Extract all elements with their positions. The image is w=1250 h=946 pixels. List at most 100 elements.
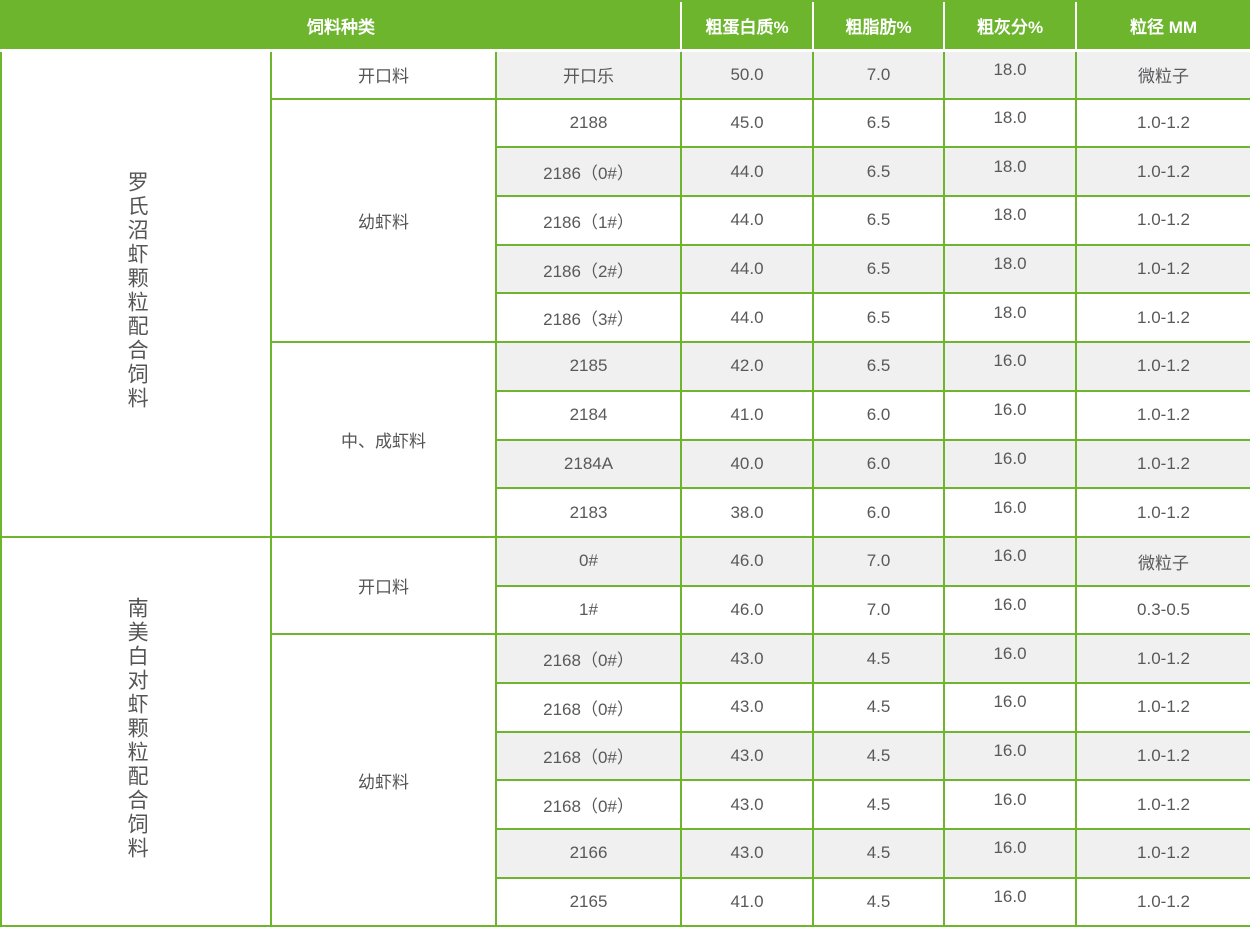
product-cell: 2188 [494,97,683,149]
protein-cell: 41.0 [680,876,815,928]
size-cell: 1.0-1.2 [1075,681,1250,733]
fat-cell: 6.0 [812,389,946,441]
protein-cell: 50.0 [680,49,815,100]
table-row: 南美白对虾颗粒配合饲料 开口料 0# 46.0 7.0 16.0 微粒子 [0,535,1250,928]
protein-cell: 40.0 [680,438,815,490]
protein-cell: 44.0 [680,292,815,344]
column-header-feed-type: 饲料种类 [1,0,682,52]
fat-cell: 4.5 [812,828,946,879]
ash-cell: 16.0 [943,341,1078,392]
size-cell: 1.0-1.2 [1075,730,1250,782]
size-cell: 1.0-1.2 [1075,779,1250,830]
fat-cell: 7.0 [812,584,946,636]
protein-cell: 46.0 [680,535,815,587]
fat-cell: 4.5 [812,681,946,733]
table-row: 2186（2#） 44.0 6.5 18.0 1.0-1.2 [1,243,1250,295]
ash-cell: 18.0 [943,243,1078,295]
size-cell: 1.0-1.2 [1075,341,1250,392]
protein-cell: 44.0 [680,243,815,295]
table-row: 2168（0#） 43.0 4.5 16.0 1.0-1.2 [1,779,1250,830]
table-row: 2186（0#） 44.0 6.5 18.0 1.0-1.2 [1,146,1250,198]
fat-cell: 4.5 [812,730,946,782]
protein-cell: 41.0 [680,389,815,441]
fat-cell: 6.0 [812,487,946,538]
ash-cell: 18.0 [943,195,1078,246]
table-row: 2184 41.0 6.0 16.0 1.0-1.2 [1,389,1250,441]
fat-cell: 4.5 [812,633,946,684]
table-row: 2183 38.0 6.0 16.0 1.0-1.2 [1,487,1250,538]
product-cell: 2168（0#） [494,681,683,733]
ash-cell: 16.0 [943,730,1078,782]
column-header-fat: 粗脂肪% [812,0,945,52]
ash-cell: 18.0 [943,146,1078,198]
table-row: 幼虾料 2188 45.0 6.5 18.0 1.0-1.2 [1,97,1250,344]
fat-cell: 4.5 [812,876,946,928]
group-label-cell: 南美白对虾颗粒配合饲料 [0,535,272,928]
fat-cell: 6.5 [812,146,946,198]
fat-cell: 6.5 [812,243,946,295]
ash-cell: 16.0 [943,828,1078,879]
ash-cell: 16.0 [943,876,1078,928]
size-cell: 1.0-1.2 [1075,487,1250,538]
size-cell: 1.0-1.2 [1075,97,1250,149]
table-row: 中、成虾料 2185 42.0 6.5 16.0 1.0-1.2 [1,341,1250,538]
table-row: 2186（1#） 44.0 6.5 18.0 1.0-1.2 [1,195,1250,246]
protein-cell: 43.0 [680,633,815,684]
protein-cell: 38.0 [680,487,815,538]
product-cell: 2184 [494,389,683,441]
product-cell: 2186（2#） [494,243,683,295]
product-cell: 2185 [494,341,683,392]
table-body: 罗氏沼虾颗粒配合饲料 开口料 开口乐 50.0 7.0 18.0 微粒子 幼虾料… [0,49,1250,928]
product-cell: 0# [494,535,683,587]
protein-cell: 43.0 [680,828,815,879]
column-header-ash: 粗灰分% [943,0,1077,52]
fat-cell: 6.5 [812,292,946,344]
size-cell: 微粒子 [1075,49,1250,100]
ash-cell: 16.0 [943,584,1078,636]
size-cell: 1.0-1.2 [1075,438,1250,490]
table-header: 饲料种类 粗蛋白质% 粗脂肪% 粗灰分% 粒径 MM [1,0,1250,52]
table-row: 2166 43.0 4.5 16.0 1.0-1.2 [1,828,1250,879]
fat-cell: 6.0 [812,438,946,490]
fat-cell: 6.5 [812,195,946,246]
group-label-cell: 罗氏沼虾颗粒配合饲料 [0,49,272,538]
subgroup-label-cell: 幼虾料 [270,633,497,928]
ash-cell: 18.0 [943,292,1078,344]
fat-cell: 7.0 [812,49,946,100]
subgroup-name: 开口料 [358,578,409,598]
size-cell: 0.3-0.5 [1075,584,1250,636]
ash-cell: 18.0 [943,49,1078,100]
protein-cell: 43.0 [680,779,815,830]
fat-cell: 7.0 [812,535,946,587]
subgroup-name: 幼虾料 [358,212,409,232]
header-row: 饲料种类 粗蛋白质% 粗脂肪% 粗灰分% 粒径 MM [1,0,1250,52]
product-cell: 2168（0#） [494,633,683,684]
size-cell: 1.0-1.2 [1075,195,1250,246]
subgroup-name: 中、成虾料 [341,432,426,451]
fat-cell: 6.5 [812,97,946,149]
size-cell: 微粒子 [1075,535,1250,587]
column-header-size: 粒径 MM [1075,0,1250,52]
ash-cell: 16.0 [943,535,1078,587]
protein-cell: 45.0 [680,97,815,149]
subgroup-label-cell: 中、成虾料 [270,341,497,538]
subgroup-label-cell: 开口料 [270,535,497,636]
ash-cell: 16.0 [943,389,1078,441]
product-cell: 2166 [494,828,683,879]
table-row: 幼虾料 2168（0#） 43.0 4.5 16.0 1.0-1.2 [1,633,1250,928]
size-cell: 1.0-1.2 [1075,146,1250,198]
protein-cell: 44.0 [680,195,815,246]
size-cell: 1.0-1.2 [1075,389,1250,441]
protein-cell: 44.0 [680,146,815,198]
ash-cell: 16.0 [943,779,1078,830]
table-row: 2165 41.0 4.5 16.0 1.0-1.2 [1,876,1250,928]
group-name: 南美白对虾颗粒配合饲料 [125,597,149,862]
size-cell: 1.0-1.2 [1075,243,1250,295]
size-cell: 1.0-1.2 [1075,876,1250,928]
table-row: 2168（0#） 43.0 4.5 16.0 1.0-1.2 [1,681,1250,733]
subgroup-label-cell: 开口料 [270,49,497,100]
group-name: 罗氏沼虾颗粒配合饲料 [125,171,149,412]
size-cell: 1.0-1.2 [1075,633,1250,684]
ash-cell: 16.0 [943,681,1078,733]
